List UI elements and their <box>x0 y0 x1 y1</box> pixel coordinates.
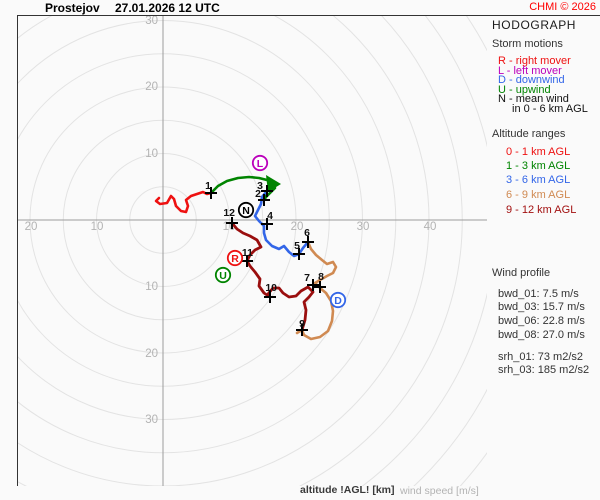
h-axis-tick: 10 <box>91 221 104 233</box>
legend-heading: HODOGRAPH <box>492 18 577 32</box>
datetime: 27.01.2026 12 UTC <box>115 1 220 15</box>
altitude-marker-label: 8 <box>318 271 324 283</box>
v-axis-tick: 30 <box>145 414 158 426</box>
storm-motion-item: R - right mover <box>498 55 571 67</box>
altitude-marker-label: 10 <box>265 282 277 294</box>
srh-item: srh_03: 185 m2/s2 <box>498 364 590 376</box>
altitude-ranges-title: Altitude ranges <box>492 128 566 140</box>
altitude-range-item: 3 - 6 km AGL <box>506 174 571 186</box>
wind-profile-item: bwd_06: 22.8 m/s <box>498 315 585 327</box>
axes <box>17 16 487 486</box>
altitude-marker-label: 4 <box>267 210 273 222</box>
wind-profile-item: bwd_03: 15.7 m/s <box>498 301 585 313</box>
trace-3-6-km-agl <box>253 189 310 258</box>
trace-arrowhead <box>266 175 281 192</box>
v-axis-tick: 20 <box>145 81 158 93</box>
altitude-marker-label: 1 <box>205 180 211 192</box>
storm-motion-item: D - downwind <box>498 74 565 86</box>
v-axis-tick: 20 <box>145 348 158 360</box>
storm-motion-markers: N L RU D <box>214 154 347 309</box>
h-axis-tick: 20 <box>291 221 304 233</box>
axis-tick-labels: 20 10 10 20 30 40 30 20 10 10 20 30 <box>25 15 437 426</box>
svg-text:U: U <box>219 270 227 282</box>
v-axis-tick: 10 <box>145 281 158 293</box>
altitude-marker-label: 11 <box>242 247 253 259</box>
altitude-marker-label: 3 <box>257 180 263 192</box>
storm-motion-item: L - left mover <box>498 65 562 77</box>
wind-profile-title: Wind profile <box>492 267 551 279</box>
storm-motion-item: U - upwind <box>498 84 551 96</box>
h-axis-tick: 20 <box>25 221 38 233</box>
storm-marker-U <box>214 266 232 284</box>
trace-0-1-km-agl <box>154 190 213 214</box>
srh-item: srh_01: 73 m2/s2 <box>498 351 583 363</box>
altitude-range-item: 0 - 1 km AGL <box>506 146 571 158</box>
storm-motions-title: Storm motions <box>492 38 563 50</box>
altitude-marker-label: 7 <box>304 272 310 284</box>
storm-marker-L <box>251 154 269 172</box>
altitude-marker-label: 9 <box>299 318 305 330</box>
storm-marker-R <box>226 249 244 267</box>
storm-marker-D <box>329 291 347 309</box>
altitude-range-item: 6 - 9 km AGL <box>506 189 571 201</box>
storm-motion-item: N - mean wind <box>498 93 569 105</box>
trace-1-3-km-agl <box>209 175 277 202</box>
station-name: Prostejov <box>45 1 100 15</box>
svg-text:D: D <box>334 295 342 307</box>
v-axis-tick: 30 <box>145 15 158 27</box>
storm-motion-item: in 0 - 6 km AGL <box>512 103 588 115</box>
h-axis-tick: 30 <box>357 221 370 233</box>
copyright: CHMI © 2026 <box>529 1 596 13</box>
axis-caption-altitude: altitude !AGL! [km] <box>300 484 395 496</box>
altitude-marker-label: 5 <box>294 240 300 252</box>
wind-profile-item: bwd_08: 27.0 m/s <box>498 329 585 341</box>
altitude-range-item: 9 - 12 km AGL <box>506 204 577 216</box>
svg-text:R: R <box>231 253 239 265</box>
storm-marker-N <box>237 201 255 219</box>
trace-9-12-km-agl <box>230 221 315 332</box>
h-axis-tick: 40 <box>424 221 437 233</box>
svg-text:N: N <box>242 205 250 217</box>
wind-profile-item: bwd_01: 7.5 m/s <box>498 288 579 300</box>
altitude-range-item: 1 - 3 km AGL <box>506 160 571 172</box>
altitude-marker-label: 6 <box>304 227 310 239</box>
altitude-marker-label: 2 <box>255 188 261 200</box>
svg-text:L: L <box>257 158 264 170</box>
altitude-marker-label: 12 <box>223 207 235 219</box>
v-axis-tick: 10 <box>145 148 158 160</box>
axis-caption-speed: wind speed [m/s] <box>400 485 479 497</box>
